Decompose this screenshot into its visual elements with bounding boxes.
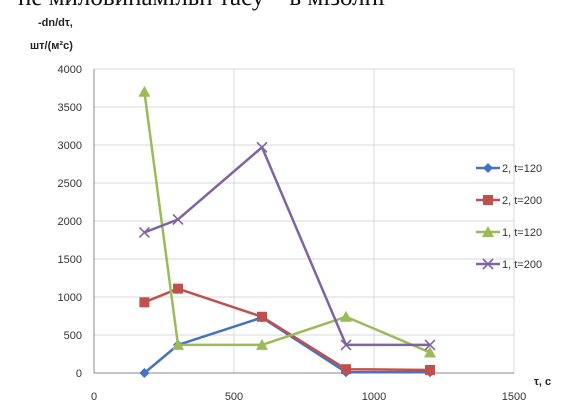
- axis-labels: -dn/dτ, шт/(м²с) τ, c: [30, 17, 551, 388]
- x-tick-label: 1000: [362, 391, 386, 403]
- data-point: [340, 339, 352, 351]
- legend: 2, t=120 2, t=200 1, t=120 1, t=200: [476, 163, 542, 271]
- data-point: [138, 85, 151, 97]
- series-line: [143, 146, 430, 347]
- y-tick-label: 4000: [58, 64, 82, 76]
- data-point: [256, 338, 268, 350]
- x-tick-label: 1500: [502, 391, 526, 403]
- y-tick-label: 1500: [58, 254, 82, 266]
- data-point: [424, 346, 436, 358]
- series-line: [143, 287, 431, 372]
- x-tick-label: 0: [91, 391, 97, 403]
- y-tick-label: 0: [76, 368, 82, 380]
- line-chart: 0 500 1000 1500 2000 2500 3000 3500 4000 0 500 1000…: [0, 8, 576, 414]
- y-tick-label: 500: [64, 330, 82, 342]
- axes: 0 500 1000 1500 2000 2500 3000 3500 4000 0 500 1000…: [58, 64, 527, 403]
- document-text-fragment: не миловинамільн тасу – в мізолні: [18, 0, 385, 12]
- x-axis-title: τ, c: [534, 376, 551, 388]
- y-tick-label: 3500: [58, 102, 82, 114]
- legend-label: 2, t=120: [502, 163, 542, 175]
- legend-label: 2, t=200: [502, 195, 542, 207]
- data-point: [172, 213, 184, 226]
- legend-swatch-marker: [482, 226, 494, 237]
- legend-swatch-marker: [482, 258, 494, 270]
- y-tick-label: 3000: [58, 140, 82, 152]
- legend-label: 1, t=200: [502, 259, 542, 271]
- chart-svg: 0 500 1000 1500 2000 2500 3000 3500 4000 0 500 1000…: [30, 17, 551, 403]
- series-group: [138, 85, 436, 378]
- legend-swatch-marker: [483, 195, 493, 205]
- legend-swatch-marker: [483, 163, 493, 173]
- legend-label: 1, t=120: [502, 227, 542, 239]
- data-point: [424, 339, 436, 351]
- x-tick-label: 500: [225, 391, 243, 403]
- data-point: [341, 364, 351, 375]
- y-tick-label: 2000: [58, 216, 82, 228]
- data-point: [173, 283, 183, 294]
- y-axis-title-line2: шт/(м²с): [30, 40, 73, 52]
- data-point: [172, 338, 184, 350]
- data-point: [425, 364, 435, 375]
- gridlines: [93, 68, 515, 374]
- y-tick-label: 2500: [58, 178, 82, 190]
- data-point: [256, 141, 268, 153]
- series-line: [143, 91, 431, 354]
- y-axis-title-line1: -dn/dτ,: [38, 17, 73, 29]
- data-point: [340, 310, 352, 322]
- data-point: [138, 226, 150, 238]
- data-point: [139, 368, 150, 378]
- data-point: [139, 297, 150, 308]
- data-point: [257, 311, 267, 322]
- y-tick-label: 1000: [58, 292, 82, 304]
